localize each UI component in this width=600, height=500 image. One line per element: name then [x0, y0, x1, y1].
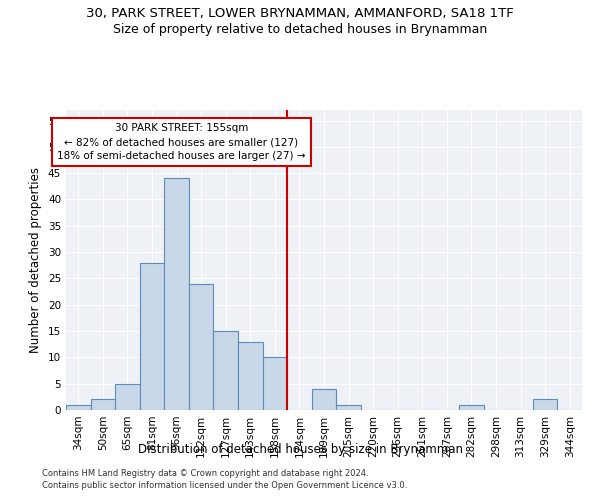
Bar: [336, 404, 361, 410]
Bar: [189, 284, 214, 410]
Y-axis label: Number of detached properties: Number of detached properties: [29, 167, 43, 353]
Bar: [214, 331, 238, 410]
Bar: [66, 404, 91, 410]
Bar: [312, 389, 336, 410]
Bar: [459, 404, 484, 410]
Text: 30 PARK STREET: 155sqm
← 82% of detached houses are smaller (127)
18% of semi-de: 30 PARK STREET: 155sqm ← 82% of detached…: [57, 123, 306, 161]
Bar: [140, 262, 164, 410]
Bar: [263, 358, 287, 410]
Bar: [533, 400, 557, 410]
Bar: [91, 400, 115, 410]
Text: Contains HM Land Registry data © Crown copyright and database right 2024.: Contains HM Land Registry data © Crown c…: [42, 468, 368, 477]
Text: 30, PARK STREET, LOWER BRYNAMMAN, AMMANFORD, SA18 1TF: 30, PARK STREET, LOWER BRYNAMMAN, AMMANF…: [86, 8, 514, 20]
Bar: [164, 178, 189, 410]
Text: Contains public sector information licensed under the Open Government Licence v3: Contains public sector information licen…: [42, 481, 407, 490]
Text: Size of property relative to detached houses in Brynamman: Size of property relative to detached ho…: [113, 22, 487, 36]
Bar: [238, 342, 263, 410]
Bar: [115, 384, 140, 410]
Text: Distribution of detached houses by size in Brynamman: Distribution of detached houses by size …: [137, 442, 463, 456]
